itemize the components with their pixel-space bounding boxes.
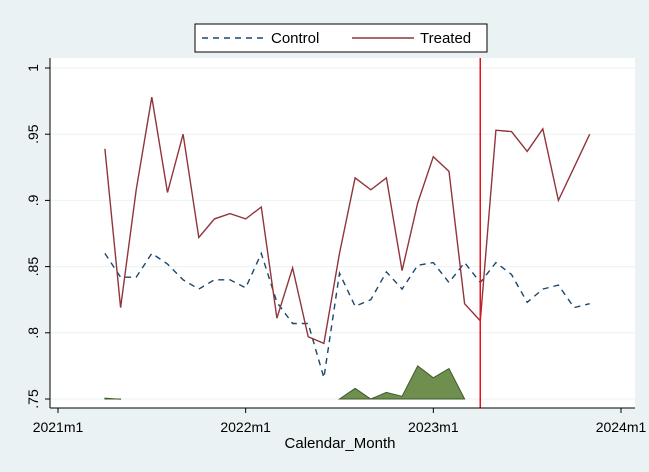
y-tick-label: .9	[25, 194, 41, 206]
x-tick-label: 2023m1	[408, 419, 459, 435]
legend-box	[194, 23, 488, 53]
y-tick-label: .8	[25, 327, 41, 339]
legend: Control Treated	[194, 23, 488, 53]
x-ticks: 2021m1 2022m1 2023m1 2024m1	[33, 408, 647, 435]
legend-label-control: Control	[271, 30, 319, 47]
x-tick-label: 2022m1	[220, 419, 271, 435]
series-line-treated	[104, 96, 591, 345]
series-line-control	[104, 251, 590, 378]
area-segment	[337, 365, 466, 400]
x-axis-title: Calendar_Month	[285, 435, 396, 452]
y-tick-label: 1	[25, 64, 41, 72]
x-tick-label: 2024m1	[596, 419, 647, 435]
plot-area	[50, 58, 635, 408]
y-tick-label: .75	[25, 389, 41, 409]
y-tick-label: .95	[25, 124, 41, 144]
y-ticks: 1 .95 .9 .85 .8 .75	[25, 64, 50, 409]
x-tick-label: 2021m1	[33, 419, 84, 435]
y-tick-label: .85	[25, 257, 41, 277]
series-layer	[104, 96, 591, 378]
area-layer	[104, 365, 466, 400]
legend-label-treated: Treated	[420, 30, 471, 47]
axes	[49, 58, 635, 409]
area-segment	[104, 397, 122, 400]
